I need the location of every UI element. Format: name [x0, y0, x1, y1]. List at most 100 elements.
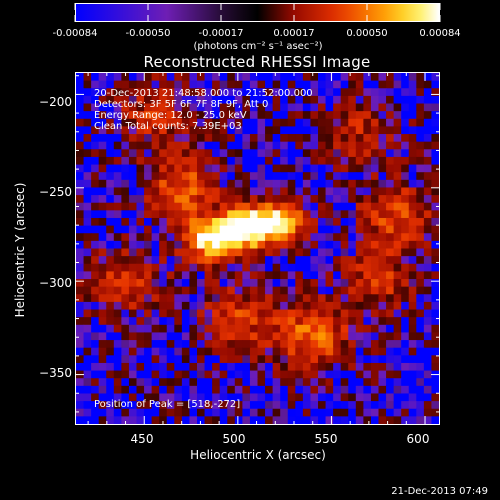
heatmap-cell [106, 88, 115, 97]
heatmap-cell [287, 332, 296, 341]
heatmap-cell [83, 286, 92, 295]
heatmap-cell [159, 370, 168, 379]
heatmap-cell [242, 88, 251, 97]
heatmap-cell [197, 103, 206, 112]
heatmap-cell [174, 202, 183, 211]
heatmap-cell [189, 416, 198, 424]
heatmap-cell [166, 73, 175, 82]
heatmap-cell [227, 210, 236, 219]
heatmap-cell [265, 393, 274, 402]
heatmap-cell [219, 217, 228, 227]
heatmap-cell [234, 195, 243, 204]
heatmap-cell [287, 179, 296, 189]
heatmap-cell [181, 355, 191, 364]
heatmap-cell [204, 301, 213, 311]
heatmap-cell [76, 126, 85, 135]
heatmap-cell [136, 195, 145, 204]
heatmap-cell [159, 225, 168, 234]
heatmap-cell [91, 271, 100, 280]
heatmap-cell [121, 111, 130, 120]
heatmap-cell [106, 271, 115, 280]
heatmap-cell [272, 408, 281, 417]
heatmap-cell [431, 248, 439, 257]
heatmap-cell [106, 156, 115, 166]
heatmap-cell [151, 263, 160, 272]
heatmap-cell [423, 362, 433, 372]
heatmap-cell [355, 416, 364, 424]
heatmap-cell [378, 95, 387, 105]
heatmap-cell [181, 385, 191, 395]
heatmap-cell [333, 416, 342, 424]
heatmap-cell [234, 202, 243, 211]
heatmap-cell [393, 279, 402, 288]
heatmap-cell [423, 225, 433, 234]
heatmap-cell [249, 263, 259, 272]
heatmap-cell [318, 73, 327, 82]
heatmap-cell [401, 401, 410, 410]
heatmap-cell [151, 286, 160, 295]
heatmap-cell [257, 225, 266, 234]
heatmap-cell [295, 294, 304, 303]
heatmap-cell [393, 187, 402, 196]
heatmap-cell [401, 317, 410, 326]
heatmap-cell [249, 187, 259, 196]
heatmap-cell [121, 279, 130, 288]
heatmap-cell [378, 378, 387, 387]
heatmap-cell [242, 172, 251, 181]
heatmap-cell [355, 401, 364, 410]
heatmap-cell [333, 80, 342, 89]
heatmap-cell [106, 240, 115, 250]
heatmap-cell [98, 149, 107, 158]
heatmap-cell [348, 233, 357, 242]
heatmap-cell [91, 370, 100, 379]
heatmap-cell [431, 73, 439, 82]
heatmap-cell [280, 118, 289, 128]
heatmap-cell [159, 362, 168, 372]
heatmap-cell [280, 134, 289, 143]
heatmap-cell [113, 416, 122, 424]
heatmap-cell [144, 126, 153, 135]
heatmap-cell [340, 385, 349, 395]
heatmap-cell [106, 309, 115, 318]
heatmap-cell [91, 294, 100, 303]
heatmap-cell [272, 126, 281, 135]
heatmap-cell [355, 263, 364, 272]
heatmap-cell [242, 309, 251, 318]
heatmap-cell [159, 240, 168, 250]
heatmap-cell [325, 393, 334, 402]
heatmap-cell [242, 187, 251, 196]
heatmap-cell [113, 378, 122, 387]
heatmap-cell [318, 378, 327, 387]
heatmap-cell [272, 286, 281, 295]
heatmap-cell [318, 210, 327, 219]
heatmap-cell [318, 401, 327, 410]
heatmap-cell [219, 156, 228, 166]
heatmap-cell [91, 324, 100, 334]
heatmap-cell [302, 263, 312, 272]
heatmap-cell [234, 324, 243, 334]
heatmap-cell [219, 408, 228, 417]
heatmap-cell [189, 309, 198, 318]
heatmap-cell [181, 347, 191, 356]
heatmap-cell [431, 279, 439, 288]
heatmap-cell [121, 309, 130, 318]
heatmap-cell [340, 149, 349, 158]
heatmap-cell [265, 317, 274, 326]
heatmap-cell [295, 332, 304, 341]
heatmap-cell [416, 73, 425, 82]
heatmap-cell [249, 355, 259, 364]
heatmap-cell [333, 393, 342, 402]
heatmap-cell [378, 279, 387, 288]
heatmap-cell [393, 263, 402, 272]
heatmap-cell [219, 179, 228, 189]
heatmap-cell [370, 408, 380, 417]
heatmap-cell [386, 240, 395, 250]
heatmap-cell [333, 225, 342, 234]
heatmap-cell [227, 225, 236, 234]
heatmap-cell [242, 179, 251, 189]
heatmap-cell [310, 225, 319, 234]
heatmap-cell [204, 103, 213, 112]
heatmap-cell [151, 347, 160, 356]
heatmap-cell [234, 118, 243, 128]
heatmap-cell [393, 164, 402, 173]
